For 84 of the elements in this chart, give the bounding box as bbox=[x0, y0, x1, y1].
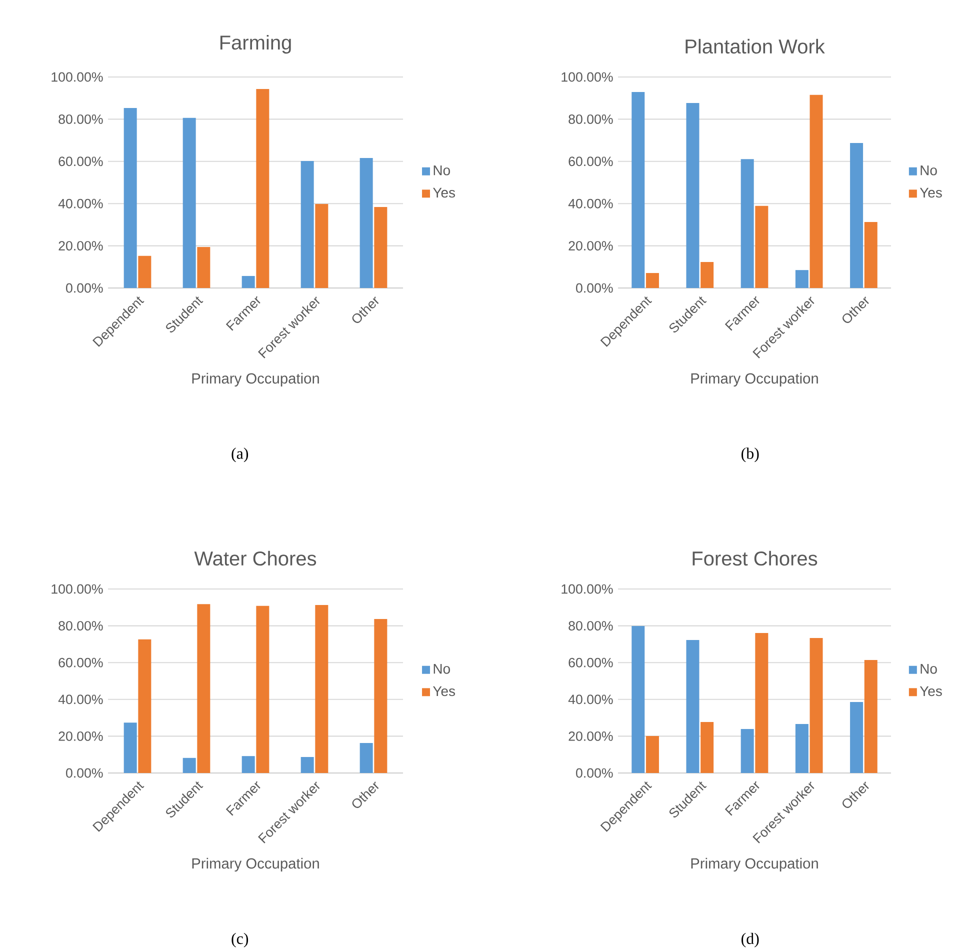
y-tick-label: 20.00% bbox=[58, 241, 103, 251]
chart-title: Plantation Work bbox=[686, 38, 825, 54]
legend-label: Yes bbox=[432, 188, 456, 198]
bar bbox=[374, 206, 388, 288]
legend-label: No bbox=[920, 664, 937, 674]
y-tick-label: 60.00% bbox=[568, 658, 613, 668]
bar bbox=[182, 758, 196, 774]
y-tick-label: 60.00% bbox=[58, 156, 103, 166]
bar bbox=[686, 640, 700, 774]
bar bbox=[755, 632, 768, 774]
y-tick-label: 80.00% bbox=[568, 114, 613, 124]
legend-label: No bbox=[434, 664, 450, 674]
bar bbox=[686, 102, 700, 288]
y-tick-label: 0.00% bbox=[576, 768, 613, 778]
y-tick-label: 100.00% bbox=[52, 72, 103, 82]
bar bbox=[197, 247, 210, 288]
y-tick-label: 40.00% bbox=[568, 694, 613, 704]
bar bbox=[315, 204, 328, 288]
y-tick-label: 100.00% bbox=[562, 584, 613, 594]
y-tick-label: 20.00% bbox=[568, 731, 613, 741]
bar bbox=[755, 206, 768, 288]
y-tick-label: 60.00% bbox=[568, 156, 613, 166]
text: (d) bbox=[742, 932, 759, 948]
y-tick-label: 40.00% bbox=[58, 694, 103, 704]
bar bbox=[360, 158, 373, 288]
bar bbox=[138, 639, 152, 774]
text: (a) bbox=[232, 448, 248, 462]
bar bbox=[256, 606, 270, 774]
y-tick-label: 0.00% bbox=[66, 283, 103, 293]
legend-label: No bbox=[920, 166, 937, 176]
bar bbox=[646, 273, 659, 288]
bar bbox=[740, 159, 754, 288]
x-axis-title: Primary Occupation bbox=[192, 372, 319, 387]
y-tick-label: 60.00% bbox=[58, 658, 103, 668]
bar bbox=[124, 722, 137, 774]
bar bbox=[740, 729, 754, 774]
bar bbox=[810, 94, 823, 288]
bar bbox=[360, 743, 373, 774]
bar bbox=[300, 160, 314, 288]
chart-title: Water Chores bbox=[194, 550, 316, 566]
chart-title: Forest Chores bbox=[692, 550, 818, 566]
legend-label: No bbox=[434, 166, 450, 176]
bar bbox=[315, 605, 328, 774]
bar bbox=[864, 660, 878, 774]
bar bbox=[795, 270, 808, 288]
bar bbox=[795, 724, 808, 774]
y-tick-label: 0.00% bbox=[576, 283, 613, 293]
bar bbox=[810, 638, 823, 774]
y-tick-label: 80.00% bbox=[58, 114, 103, 124]
y-tick-label: 0.00% bbox=[66, 768, 103, 778]
y-tick-label: 40.00% bbox=[58, 198, 103, 208]
bar bbox=[197, 604, 210, 774]
bar bbox=[632, 92, 645, 288]
bar bbox=[864, 222, 878, 288]
y-tick-label: 80.00% bbox=[58, 621, 103, 631]
bar bbox=[182, 118, 196, 288]
text: (c) bbox=[232, 932, 248, 948]
bar bbox=[850, 702, 864, 774]
x-axis-title: Primary Occupation bbox=[691, 858, 818, 872]
y-tick-label: 80.00% bbox=[568, 621, 613, 631]
legend-label: Yes bbox=[920, 188, 942, 198]
bar bbox=[700, 722, 714, 774]
legend-label: Yes bbox=[920, 686, 942, 696]
bar bbox=[124, 108, 137, 288]
chart-title: Farming bbox=[220, 34, 291, 54]
x-axis-title: Primary Occupation bbox=[192, 858, 319, 872]
bar bbox=[242, 756, 255, 774]
bar bbox=[646, 736, 659, 774]
bar bbox=[850, 143, 864, 288]
bar bbox=[138, 256, 152, 288]
bar bbox=[632, 626, 645, 774]
y-tick-label: 20.00% bbox=[58, 731, 103, 741]
y-tick-label: 20.00% bbox=[568, 241, 613, 251]
legend-label: Yes bbox=[432, 686, 456, 696]
bar bbox=[700, 262, 714, 288]
bar bbox=[300, 756, 314, 774]
text: (b) bbox=[742, 448, 759, 462]
bar bbox=[256, 89, 270, 288]
bar bbox=[374, 618, 388, 774]
y-tick-label: 100.00% bbox=[562, 72, 613, 82]
x-axis-title: Primary Occupation bbox=[691, 372, 818, 387]
y-tick-label: 40.00% bbox=[568, 198, 613, 208]
bar bbox=[242, 276, 255, 288]
y-tick-label: 100.00% bbox=[52, 584, 103, 594]
